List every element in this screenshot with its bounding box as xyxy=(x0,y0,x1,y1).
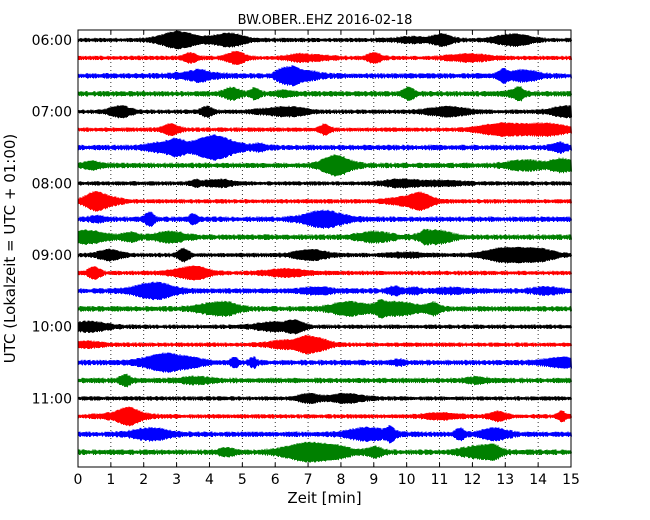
x-tick-label: 6 xyxy=(271,472,280,488)
seismic-trace xyxy=(77,334,572,355)
y-axis-label: UTC (Lokalzeit = UTC + 01:00) xyxy=(1,134,19,364)
x-tick-label: 15 xyxy=(562,472,580,488)
x-tick-label: 0 xyxy=(74,472,83,488)
seismic-trace xyxy=(77,392,572,405)
y-tick-label: 11:00 xyxy=(32,391,72,407)
x-tick-label: 7 xyxy=(304,472,313,488)
seismic-trace xyxy=(77,105,572,119)
x-tick-label: 3 xyxy=(172,472,181,488)
y-tick-label: 09:00 xyxy=(32,248,72,264)
x-tick-label: 4 xyxy=(205,472,214,488)
x-tick-label: 9 xyxy=(369,472,378,488)
plot-frame xyxy=(77,29,572,468)
y-tick-label: 10:00 xyxy=(32,320,72,336)
seismic-trace xyxy=(77,190,572,212)
x-tick-label: 14 xyxy=(529,472,547,488)
y-tick-label: 08:00 xyxy=(32,176,72,192)
seismic-trace xyxy=(77,246,572,264)
seismic-trace xyxy=(77,425,572,444)
x-tick-label: 8 xyxy=(336,472,345,488)
seismic-trace xyxy=(77,299,572,319)
seismic-traces xyxy=(77,30,572,463)
seismic-trace xyxy=(77,281,572,301)
seismic-trace xyxy=(77,30,572,50)
seismic-trace xyxy=(77,406,572,427)
x-tick-label: 11 xyxy=(431,472,449,488)
seismic-trace xyxy=(77,134,572,161)
x-tick-label: 2 xyxy=(139,472,148,488)
seismic-trace xyxy=(77,373,572,388)
y-tick-label: 06:00 xyxy=(32,33,72,49)
y-tick-label: 07:00 xyxy=(32,105,72,121)
x-tick-label: 12 xyxy=(463,472,481,488)
seismic-trace xyxy=(77,441,572,463)
seismic-trace xyxy=(77,65,572,87)
x-axis-label: Zeit [min] xyxy=(287,489,361,507)
seismic-trace xyxy=(77,265,572,281)
seismic-trace xyxy=(77,86,572,102)
seismic-trace xyxy=(77,209,572,229)
seismic-trace xyxy=(77,228,572,246)
chart-title: BW.OBER..EHZ 2016-02-18 xyxy=(238,13,413,28)
seismic-trace xyxy=(77,319,572,335)
seismic-trace xyxy=(77,50,572,65)
y-axis-ticks: 06:00 07:00 08:00 09:00 10:00 11:00 xyxy=(32,33,571,407)
x-tick-label: 13 xyxy=(496,472,514,488)
seismic-trace xyxy=(77,178,572,189)
seismic-trace xyxy=(77,122,572,137)
x-tick-label: 5 xyxy=(238,472,247,488)
x-axis-ticks: 0 1 2 3 4 5 6 7 8 9 10 11 12 13 14 15 xyxy=(74,30,580,488)
seismic-trace xyxy=(77,154,572,177)
x-tick-label: 1 xyxy=(106,472,115,488)
x-tick-label: 10 xyxy=(398,472,416,488)
seismic-trace xyxy=(77,352,572,373)
